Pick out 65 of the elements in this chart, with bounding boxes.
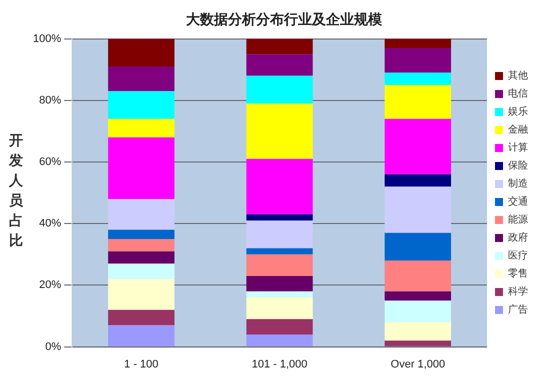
x-tick-label: 1 - 100 <box>124 358 158 370</box>
legend-label: 科学 <box>508 286 528 298</box>
y-tick-label: 20% <box>39 279 62 292</box>
bar <box>246 298 313 320</box>
bar <box>246 38 313 54</box>
legend-label: 金融 <box>508 124 528 136</box>
bar <box>246 276 313 292</box>
bar <box>384 291 452 301</box>
bar <box>384 85 452 119</box>
legend-label: 广告 <box>508 304 528 316</box>
bar <box>108 66 174 92</box>
x-tick-label: Over 1,000 <box>390 358 446 370</box>
legend-label: 政府 <box>508 232 528 244</box>
y-tick-label: 40% <box>39 218 62 230</box>
legend-label: 计算 <box>508 142 528 154</box>
x-tick-label: 101 - 1,000 <box>252 358 308 370</box>
y-axis-title: 开发人员占比 <box>8 132 24 251</box>
bar <box>246 158 313 214</box>
legend-label: 医疗 <box>508 250 528 262</box>
bar <box>108 91 174 119</box>
bar <box>108 118 174 138</box>
bar <box>246 214 313 221</box>
bar <box>108 230 174 239</box>
y-tick-label: 60% <box>39 156 62 168</box>
bar <box>246 54 313 76</box>
legend-label: 交通 <box>508 196 528 208</box>
bar <box>246 248 313 254</box>
legend-label: 能源 <box>508 214 528 226</box>
y-tick-label: 100% <box>32 32 62 45</box>
bar <box>384 322 452 341</box>
bar <box>246 319 313 334</box>
bar <box>246 103 313 159</box>
bar <box>384 174 452 187</box>
bar <box>246 291 313 298</box>
y-tick-label: 80% <box>39 94 62 106</box>
bar <box>384 118 452 174</box>
bar <box>108 264 174 280</box>
bar <box>384 340 452 346</box>
legend-label: 零售 <box>508 268 528 280</box>
bar <box>108 137 174 199</box>
legend-label: 其他 <box>508 70 528 82</box>
bar <box>246 334 313 346</box>
bar <box>384 72 452 85</box>
legend-label: 保险 <box>508 160 528 172</box>
bar <box>384 48 452 73</box>
bar <box>384 260 452 292</box>
bar <box>246 220 313 248</box>
bar <box>108 310 174 326</box>
bar <box>108 38 174 67</box>
bar <box>384 186 452 233</box>
chart-title: 大数据分析分布行业及企业规模 <box>186 12 383 28</box>
legend-label: 娱乐 <box>508 106 528 118</box>
bar <box>246 254 313 276</box>
bar <box>108 325 174 346</box>
bar <box>384 232 452 261</box>
bar <box>108 239 174 252</box>
y-tick-label: 0% <box>45 340 62 353</box>
bar <box>108 251 174 264</box>
legend-label: 制造 <box>508 178 528 190</box>
legend-label: 电信 <box>508 88 528 100</box>
bar <box>108 198 174 230</box>
bar <box>246 76 313 104</box>
bar <box>384 38 452 48</box>
bar <box>108 279 174 310</box>
bar <box>384 300 452 322</box>
